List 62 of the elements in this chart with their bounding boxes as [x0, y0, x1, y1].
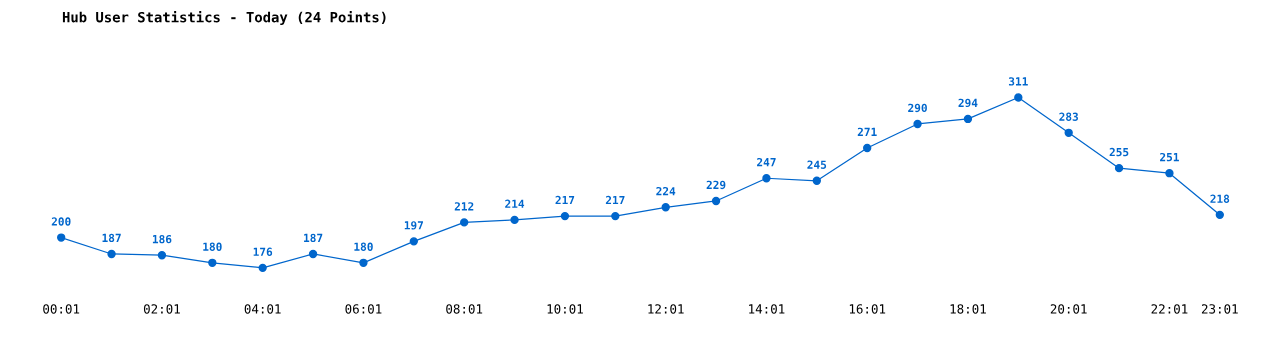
point — [711, 196, 721, 206]
point — [863, 143, 872, 153]
data-label: 187 — [304, 233, 323, 243]
point — [560, 211, 570, 221]
point — [409, 237, 418, 246]
chart-title: Hub User Statistics - Today (24 Points) — [62, 10, 386, 26]
x-tick-label: 20:01 — [1050, 304, 1087, 314]
data-label: 251 — [1160, 152, 1179, 162]
point — [460, 218, 469, 227]
point — [510, 215, 519, 225]
data-label: 176 — [253, 247, 273, 256]
x-tick-label: 08:01 — [446, 304, 483, 314]
data-label: 200 — [51, 217, 71, 226]
data-label: 180 — [354, 242, 373, 251]
point — [1064, 128, 1073, 137]
x-tick-label: 23:01 — [1201, 304, 1238, 314]
data-label: 271 — [857, 127, 877, 136]
data-label: 217 — [555, 195, 575, 205]
point — [1215, 210, 1224, 220]
data-label: 290 — [908, 103, 927, 113]
data-label: 197 — [404, 221, 424, 230]
point — [1165, 169, 1174, 178]
data-label: 186 — [152, 234, 172, 244]
x-tick-label: 14:01 — [749, 304, 785, 314]
data-label: 283 — [1059, 112, 1078, 121]
data-label: 245 — [807, 160, 827, 169]
x-tick-label: 16:01 — [849, 304, 886, 314]
data-label: 294 — [958, 98, 978, 108]
x-tick-label: 02:01 — [143, 304, 180, 314]
x-tick-label: 10:01 — [547, 304, 583, 314]
data-label: 187 — [102, 233, 121, 243]
point — [107, 249, 116, 259]
point — [611, 211, 620, 221]
data-label: 217 — [605, 195, 625, 205]
point — [661, 203, 670, 212]
point — [258, 263, 267, 273]
data-label: 218 — [1210, 194, 1230, 203]
point — [57, 233, 66, 242]
point — [208, 258, 217, 267]
data-label: 180 — [203, 242, 222, 251]
data-label: 247 — [757, 157, 776, 167]
point — [308, 249, 318, 259]
point — [762, 174, 771, 183]
data-label: 212 — [454, 202, 474, 211]
x-tick-label: 12:01 — [648, 304, 684, 314]
point — [157, 251, 167, 260]
point — [963, 114, 973, 124]
point — [1114, 163, 1124, 173]
x-tick-label: 22:01 — [1151, 304, 1188, 314]
data-label: 214 — [505, 199, 525, 208]
point — [913, 119, 922, 129]
data-label: 229 — [706, 180, 726, 190]
point — [1014, 93, 1023, 102]
x-tick-label: 00:01 — [43, 304, 80, 314]
point — [359, 258, 368, 267]
x-tick-label: 04:01 — [244, 304, 281, 314]
point — [812, 176, 821, 185]
x-tick-label: 18:01 — [950, 304, 986, 314]
x-tick-label: 06:01 — [345, 304, 382, 314]
data-label: 224 — [656, 187, 676, 196]
data-label: 311 — [1008, 77, 1028, 86]
data-label: 255 — [1109, 147, 1129, 157]
